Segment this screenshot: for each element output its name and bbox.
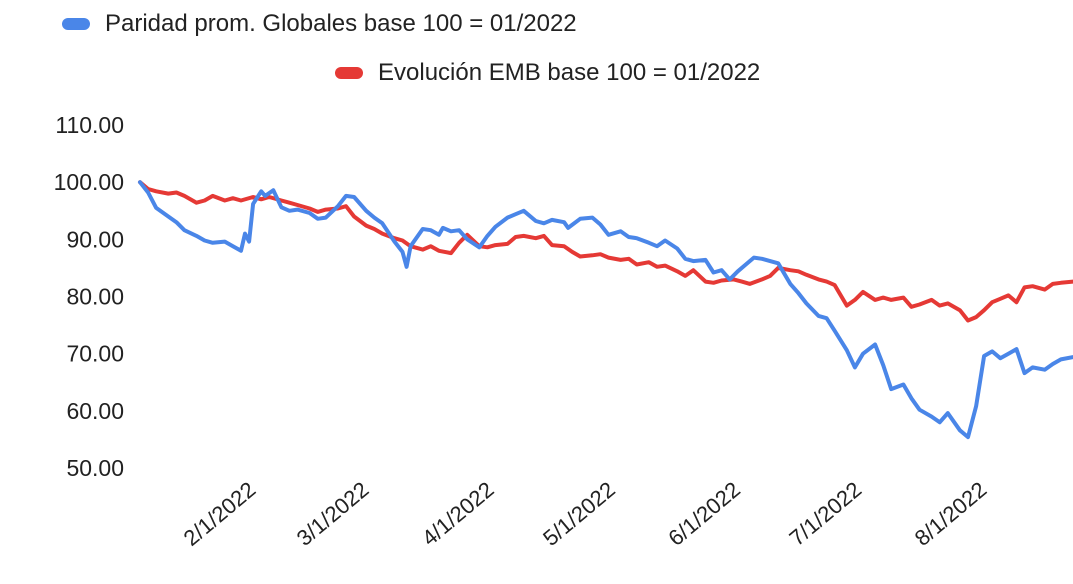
y-tick-label: 70.00 bbox=[66, 341, 124, 367]
legend-swatch-paridad bbox=[62, 18, 90, 30]
y-tick-label: 80.00 bbox=[66, 284, 124, 310]
y-tick-label: 50.00 bbox=[66, 455, 124, 481]
y-tick-label: 90.00 bbox=[66, 226, 124, 252]
legend-label-paridad: Paridad prom. Globales base 100 = 01/202… bbox=[105, 10, 577, 37]
legend-item-emb[interactable]: Evolución EMB base 100 = 01/2022 bbox=[335, 55, 760, 91]
x-tick-label: 4/1/2022 bbox=[417, 477, 499, 551]
x-axis: 2/1/2022 3/1/2022 4/1/2022 5/1/2022 6/1/2022… bbox=[179, 477, 992, 551]
series-line-emb[interactable] bbox=[138, 180, 1073, 323]
y-axis: 110.00 100.00 90.00 80.00 70.00 60.00 50.00 bbox=[54, 112, 124, 481]
x-tick-label: 2/1/2022 bbox=[179, 477, 261, 551]
series-line-paridad[interactable] bbox=[138, 180, 1073, 440]
series-layer bbox=[138, 180, 1073, 440]
y-tick-label: 60.00 bbox=[66, 398, 124, 424]
chart-legend: Paridad prom. Globales base 100 = 01/202… bbox=[0, 0, 1073, 100]
y-tick-label: 100.00 bbox=[54, 169, 124, 195]
x-tick-label: 3/1/2022 bbox=[292, 477, 374, 551]
legend-label-emb: Evolución EMB base 100 = 01/2022 bbox=[378, 59, 761, 86]
legend-swatch-emb bbox=[335, 67, 363, 79]
x-tick-label: 8/1/2022 bbox=[910, 477, 992, 551]
x-tick-label: 7/1/2022 bbox=[785, 477, 867, 551]
legend-item-paridad[interactable]: Paridad prom. Globales base 100 = 01/202… bbox=[62, 6, 577, 42]
y-tick-label: 110.00 bbox=[55, 112, 124, 138]
x-tick-label: 6/1/2022 bbox=[663, 477, 745, 551]
x-tick-label: 5/1/2022 bbox=[538, 477, 620, 551]
